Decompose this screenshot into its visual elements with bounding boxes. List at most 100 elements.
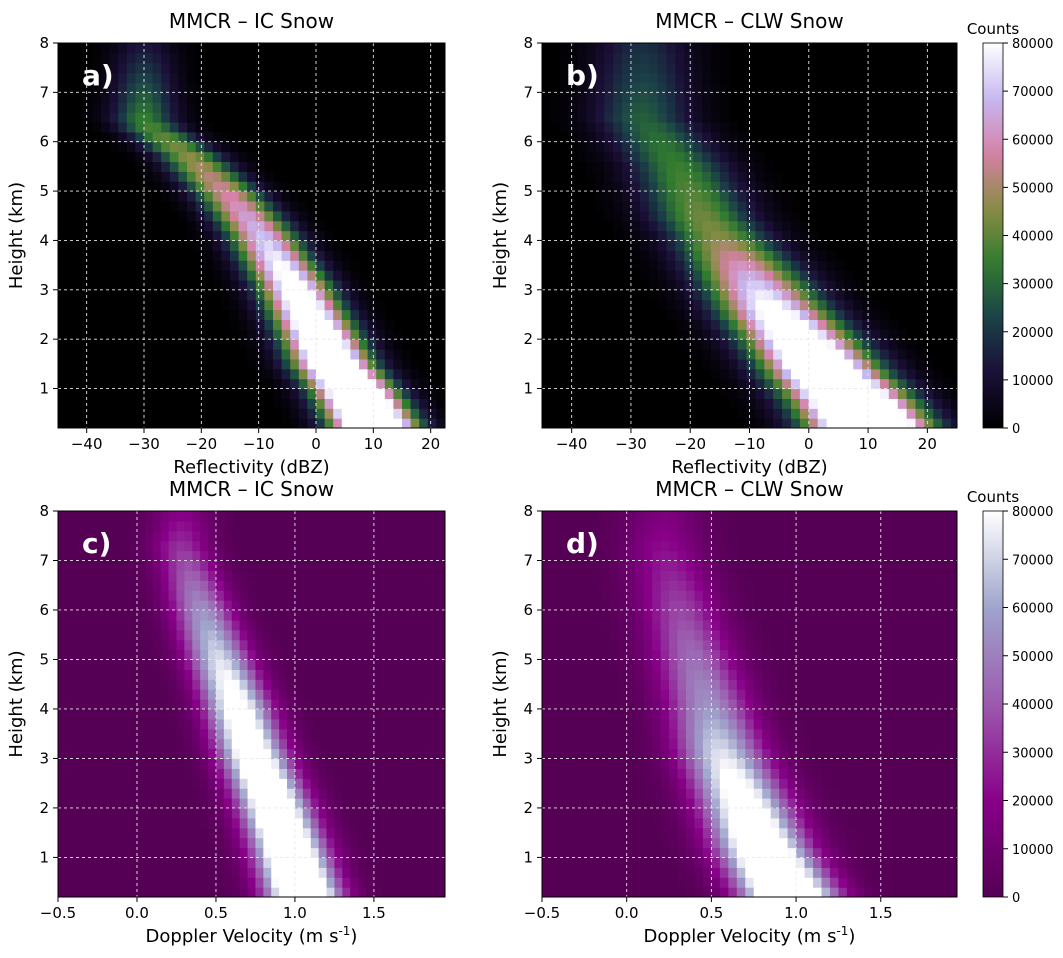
heatmap-cell bbox=[287, 788, 296, 799]
heatmap-cell bbox=[835, 398, 845, 409]
heatmap-cell bbox=[255, 807, 264, 819]
heatmap-cell bbox=[711, 738, 721, 750]
heatmap-cell bbox=[192, 570, 201, 581]
heatmap-cell bbox=[212, 210, 222, 222]
heatmap-cell bbox=[208, 590, 217, 601]
heatmap-cell bbox=[746, 358, 757, 370]
heatmap-cell bbox=[694, 768, 704, 779]
heatmap-cell bbox=[813, 758, 823, 769]
heatmap-cell bbox=[635, 540, 645, 552]
heatmap-cell bbox=[192, 669, 201, 680]
heatmap-cell bbox=[279, 867, 288, 878]
heatmap-cell bbox=[685, 817, 696, 829]
heatmap-cell bbox=[933, 388, 943, 399]
heatmap-cell bbox=[618, 659, 628, 670]
heatmap-cell bbox=[271, 887, 280, 897]
heatmap-cell bbox=[745, 649, 755, 661]
heatmap-cell bbox=[230, 299, 240, 311]
heatmap-cell bbox=[247, 329, 257, 340]
heatmap-cell bbox=[160, 669, 170, 680]
heatmap-cell bbox=[212, 181, 222, 192]
heatmap-cell bbox=[791, 200, 801, 212]
heatmap-cell bbox=[728, 867, 738, 878]
heatmap-cell bbox=[826, 319, 837, 330]
heatmap-cell bbox=[737, 388, 748, 399]
heatmap-cell bbox=[826, 289, 837, 301]
axes-frame bbox=[541, 510, 958, 898]
heatmap-cell bbox=[685, 718, 696, 730]
heatmap-cell bbox=[187, 210, 197, 222]
heatmap-cell bbox=[635, 619, 645, 631]
heatmap-cell bbox=[622, 161, 632, 172]
heatmap-cell bbox=[791, 279, 801, 291]
heatmap-cell bbox=[204, 250, 214, 261]
heatmap-cell bbox=[247, 600, 257, 611]
heatmap-cell bbox=[728, 689, 738, 700]
heatmap-cell bbox=[109, 62, 119, 74]
heatmap-cell bbox=[176, 718, 185, 730]
heatmap-cell bbox=[684, 339, 694, 350]
heatmap-cell bbox=[753, 689, 763, 700]
heatmap-cell bbox=[609, 619, 619, 631]
heatmap-cell bbox=[271, 649, 280, 661]
heatmap-cell bbox=[728, 368, 739, 380]
heatmap-cell bbox=[675, 289, 685, 301]
heatmap-cell bbox=[677, 748, 687, 760]
heatmap-cell bbox=[643, 778, 653, 789]
heatmap-cell bbox=[215, 560, 225, 571]
heatmap-cell bbox=[316, 349, 326, 360]
heatmap-cell bbox=[264, 240, 274, 251]
heatmap-cell bbox=[161, 191, 171, 202]
heatmap-cell bbox=[200, 600, 209, 611]
heatmap-cell bbox=[746, 191, 757, 202]
heatmap-cell bbox=[324, 388, 334, 399]
heatmap-cell bbox=[648, 240, 659, 251]
heatmap-cell bbox=[764, 299, 774, 311]
heatmap-cell bbox=[762, 837, 772, 849]
heatmap-cell bbox=[187, 151, 197, 163]
heatmap-cell bbox=[728, 121, 739, 133]
heatmap-cell bbox=[195, 121, 205, 133]
heatmap-cell bbox=[238, 230, 248, 242]
heatmap-cell bbox=[247, 867, 257, 878]
heatmap-cell bbox=[711, 788, 721, 799]
heatmap-cell bbox=[669, 718, 679, 730]
heatmap-cell bbox=[684, 141, 694, 153]
heatmap-cell bbox=[350, 857, 359, 868]
heatmap-cell bbox=[559, 72, 570, 84]
heatmap-cell bbox=[271, 679, 280, 690]
heatmap-cell bbox=[799, 289, 810, 301]
y-tick-label: 4 bbox=[39, 231, 49, 249]
heatmap-cell bbox=[287, 807, 296, 819]
heatmap-cell bbox=[568, 52, 579, 64]
heatmap-cell bbox=[568, 121, 579, 133]
heatmap-cell bbox=[223, 708, 233, 720]
heatmap-cell bbox=[302, 708, 312, 720]
heatmap-cell bbox=[609, 590, 619, 601]
heatmap-cell bbox=[737, 191, 748, 202]
heatmap-cell bbox=[657, 131, 668, 143]
heatmap-cell bbox=[230, 260, 240, 271]
heatmap-cell bbox=[791, 299, 801, 311]
heatmap-cell bbox=[215, 877, 225, 888]
heatmap-cell bbox=[782, 309, 792, 321]
heatmap-cell bbox=[626, 560, 636, 571]
heatmap-cell bbox=[702, 837, 712, 849]
heatmap-cell bbox=[341, 279, 351, 291]
heatmap-cell bbox=[711, 619, 721, 631]
heatmap-cell bbox=[192, 679, 201, 690]
heatmap-cell bbox=[791, 250, 801, 261]
heatmap-cell bbox=[796, 748, 806, 760]
heatmap-cell bbox=[152, 659, 162, 670]
heatmap-cell bbox=[613, 92, 623, 103]
heatmap-cell bbox=[279, 649, 288, 661]
heatmap-cell bbox=[657, 102, 668, 113]
heatmap-cell bbox=[799, 418, 810, 428]
heatmap-cell bbox=[677, 847, 687, 859]
heatmap-cell bbox=[230, 230, 240, 242]
heatmap-cell bbox=[144, 52, 154, 64]
heatmap-cell bbox=[176, 728, 185, 740]
heatmap-cell bbox=[666, 200, 676, 212]
heatmap-cell bbox=[863, 887, 873, 897]
